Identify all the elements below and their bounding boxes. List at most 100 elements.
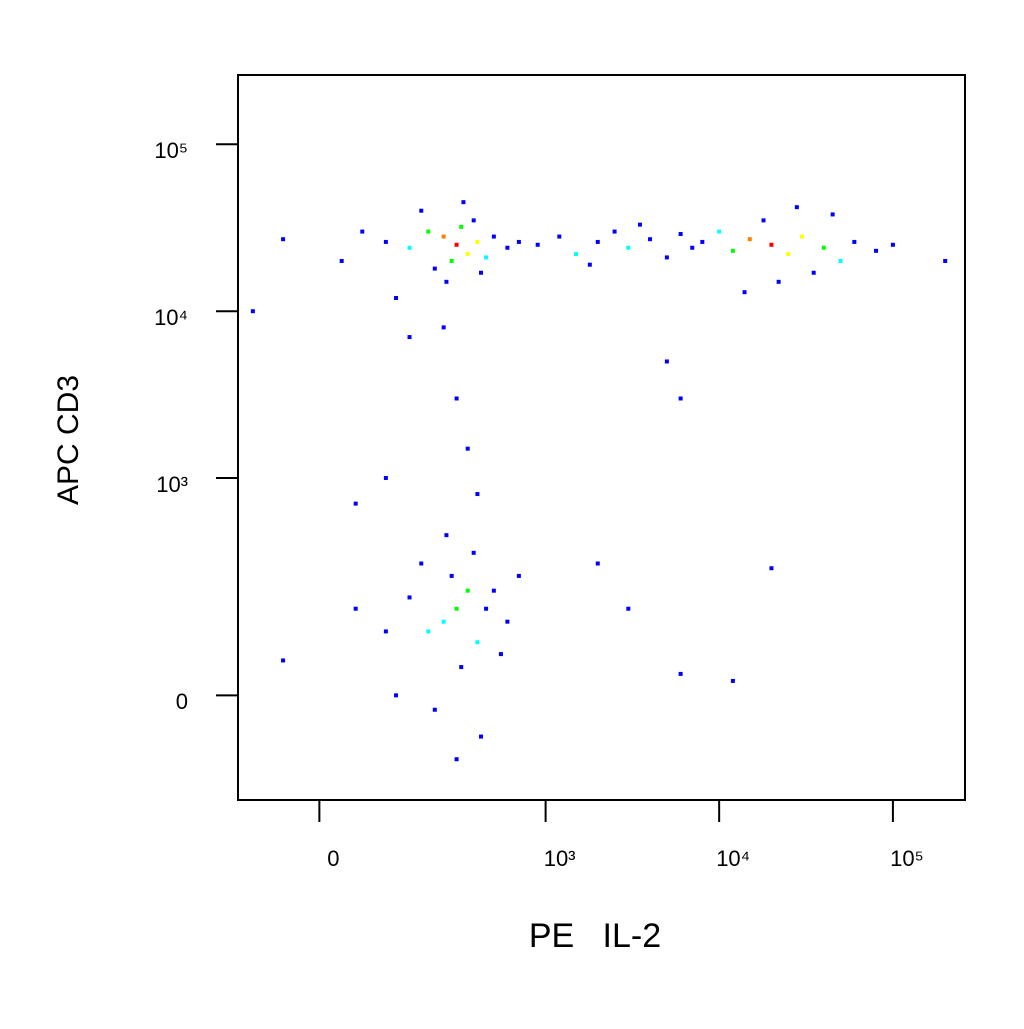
- point: [612, 229, 617, 234]
- point: [441, 619, 446, 624]
- point: [786, 252, 791, 257]
- x-tick-label: 0: [327, 846, 339, 871]
- point: [794, 205, 799, 210]
- point: [407, 245, 412, 250]
- point: [432, 266, 437, 271]
- plot-frame: [237, 74, 966, 801]
- point: [535, 242, 540, 247]
- point: [637, 222, 642, 227]
- point: [505, 619, 510, 624]
- point: [678, 396, 683, 401]
- point: [747, 237, 752, 242]
- point: [441, 234, 446, 239]
- point: [339, 258, 344, 263]
- point: [461, 200, 466, 205]
- point: [479, 270, 484, 275]
- point: [595, 561, 600, 566]
- point: [426, 229, 431, 234]
- point: [557, 234, 562, 239]
- point: [498, 652, 503, 657]
- point: [250, 309, 255, 314]
- point: [454, 757, 459, 762]
- point: [360, 229, 365, 234]
- point: [484, 255, 489, 260]
- point: [595, 239, 600, 244]
- point: [484, 606, 489, 611]
- point: [459, 224, 464, 229]
- point: [943, 258, 948, 263]
- y-tick-label: 0: [176, 689, 188, 714]
- point: [449, 258, 454, 263]
- point: [761, 218, 766, 223]
- point: [407, 335, 412, 340]
- point: [465, 446, 470, 451]
- point: [444, 533, 449, 538]
- point: [475, 239, 480, 244]
- point: [626, 606, 631, 611]
- point: [664, 359, 669, 364]
- point: [890, 242, 895, 247]
- point: [454, 396, 459, 401]
- point: [648, 237, 653, 242]
- point: [479, 734, 484, 739]
- point: [454, 242, 459, 247]
- y-tick-label: 10⁵: [154, 138, 188, 163]
- point: [475, 640, 480, 645]
- point: [426, 629, 431, 634]
- x-axis-label: PE IL-2: [529, 917, 661, 955]
- point: [821, 245, 826, 250]
- point: [383, 239, 388, 244]
- point: [465, 588, 470, 593]
- point: [730, 678, 735, 683]
- point: [465, 252, 470, 257]
- point: [626, 245, 631, 250]
- point: [441, 325, 446, 330]
- point: [432, 707, 437, 712]
- point: [742, 290, 747, 295]
- point: [475, 492, 480, 497]
- point: [717, 229, 722, 234]
- y-axis-label: APC CD3: [52, 375, 85, 505]
- point: [730, 248, 735, 253]
- x-tick-label: 10⁴: [716, 846, 750, 871]
- point: [516, 239, 521, 244]
- point: [444, 279, 449, 284]
- x-tick-label: 10⁵: [890, 846, 924, 871]
- point: [690, 245, 695, 250]
- point: [852, 239, 857, 244]
- point: [776, 279, 781, 284]
- point: [700, 239, 705, 244]
- point: [587, 262, 592, 267]
- point: [394, 295, 399, 300]
- point: [471, 218, 476, 223]
- point: [800, 234, 805, 239]
- point: [353, 606, 358, 611]
- point: [454, 606, 459, 611]
- point: [419, 208, 424, 213]
- point: [491, 588, 496, 593]
- point: [383, 629, 388, 634]
- point: [394, 693, 399, 698]
- point: [516, 573, 521, 578]
- point: [769, 566, 774, 571]
- point: [383, 475, 388, 480]
- y-tick-label: 10⁴: [154, 305, 188, 330]
- point: [678, 671, 683, 676]
- point: [281, 237, 286, 242]
- point: [830, 212, 835, 217]
- point: [769, 242, 774, 247]
- point: [491, 234, 496, 239]
- point: [874, 248, 879, 253]
- point: [419, 561, 424, 566]
- y-tick-label: 10³: [156, 472, 188, 497]
- point: [505, 245, 510, 250]
- point: [449, 573, 454, 578]
- point: [281, 658, 286, 663]
- point: [678, 232, 683, 237]
- x-tick-label: 10³: [544, 846, 576, 871]
- point: [664, 255, 669, 260]
- point: [574, 252, 579, 257]
- point: [811, 270, 816, 275]
- point: [471, 550, 476, 555]
